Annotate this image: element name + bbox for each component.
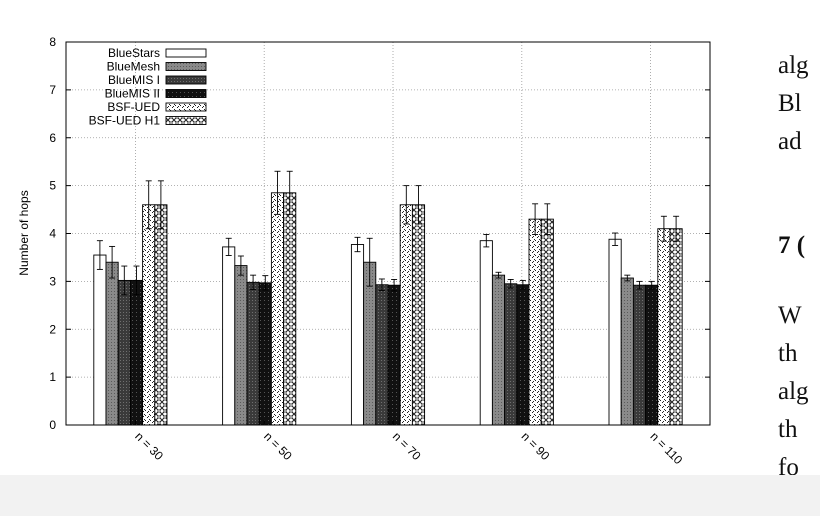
side-line-5: th (778, 340, 798, 367)
bar-bsf-ued-h1-4 (669, 228, 683, 426)
bar-bluemis-i-0 (117, 279, 131, 426)
bar-bsf-ued-3 (528, 218, 542, 426)
bar-bluestars-3 (479, 240, 493, 426)
bars (93, 170, 683, 426)
plot-frame (65, 41, 711, 426)
y-tick-label: 8 (49, 35, 56, 49)
bar-bluestars-2 (350, 244, 365, 426)
y-tick-label: 2 (49, 322, 56, 336)
legend-label: BlueMesh (107, 60, 160, 74)
side-line-1: alg (778, 52, 809, 79)
page: 0 1 2 3 4 5 6 7 8 n = 30 n = 50 n = 70 n = 90 n = 110… (0, 0, 820, 475)
bar-bluemis-i-3 (504, 283, 518, 426)
bar-bluemesh-0 (105, 261, 119, 426)
legend-label: BSF-UED H1 (89, 114, 161, 128)
bar-bluemis-ii-3 (516, 284, 530, 426)
y-tick-label: 1 (49, 370, 56, 384)
side-text-column: alg Bl ad 7 ( W th alg th fo (778, 50, 820, 475)
x-tick-label: n = 90 (519, 429, 553, 463)
bar-bsf-ued-h1-2 (411, 204, 426, 426)
side-heading: 7 ( (778, 232, 806, 259)
legend-label: BlueMIS I (108, 73, 160, 87)
y-tick-label: 7 (49, 83, 56, 97)
bar-bluemis-ii-1 (258, 282, 272, 426)
y-tick-label: 5 (49, 179, 56, 193)
bar-bluemis-i-1 (246, 281, 260, 426)
bar-bsf-ued-1 (270, 192, 285, 426)
y-tick-label: 0 (49, 418, 56, 432)
y-tick-label: 3 (49, 274, 56, 288)
side-line-8: fo (778, 454, 799, 475)
bar-bluemis-i-4 (632, 284, 647, 426)
side-line-6: alg (778, 378, 809, 405)
bar-bluemesh-3 (491, 274, 506, 426)
legend-swatch (165, 48, 207, 58)
bar-bluemis-ii-2 (387, 284, 401, 426)
legend-label: BlueStars (108, 46, 160, 60)
x-tick-label: n = 50 (261, 429, 295, 463)
legend-swatch (165, 89, 207, 98)
bar-bluemesh-1 (234, 265, 248, 426)
y-tick-label: 6 (49, 131, 56, 145)
legend-swatch (165, 62, 207, 71)
x-tick-label: n = 110 (647, 429, 685, 467)
legend-swatch (165, 102, 207, 112)
bar-chart: 0 1 2 3 4 5 6 7 8 n = 30 n = 50 n = 70 n = 90 n = 110… (17, 35, 711, 467)
legend-label: BSF-UED (107, 100, 160, 114)
bar-bsf-ued-2 (399, 204, 413, 426)
y-tick-label: 4 (49, 227, 56, 241)
bar-bluemis-i-2 (375, 284, 389, 426)
x-tick-label: n = 30 (132, 429, 166, 463)
bar-bluemis-ii-0 (129, 279, 144, 426)
bar-bluestars-0 (93, 254, 107, 426)
y-axis-label: Number of hops (17, 190, 31, 275)
bar-bluemesh-2 (363, 261, 377, 426)
bar-bluestars-1 (222, 246, 236, 426)
side-line-3: ad (778, 128, 802, 155)
x-tick-label: n = 70 (390, 429, 424, 463)
legend-swatch (165, 75, 207, 85)
side-line-7: th (778, 416, 798, 443)
bar-bluemis-ii-4 (645, 284, 659, 426)
bar-bsf-ued-4 (657, 228, 671, 426)
bar-bluemesh-4 (620, 277, 634, 426)
bar-bsf-ued-0 (142, 204, 156, 426)
side-line-2: Bl (778, 90, 802, 117)
bar-bsf-ued-h1-0 (154, 204, 168, 426)
side-line-4: W (778, 302, 802, 329)
bar-bluestars-4 (608, 238, 622, 426)
legend-swatch (165, 116, 207, 125)
legend-label: BlueMIS II (105, 87, 160, 101)
bar-bsf-ued-h1-1 (283, 192, 297, 426)
bar-bsf-ued-h1-3 (540, 218, 554, 426)
